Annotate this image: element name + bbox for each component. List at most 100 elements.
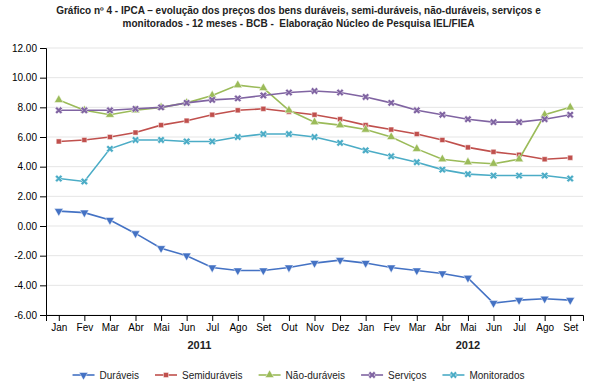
series-marker — [412, 268, 421, 276]
series-marker — [235, 108, 240, 113]
tick-label: 6.00 — [18, 132, 38, 143]
series — [53, 85, 575, 127]
series-line — [59, 211, 570, 303]
tick-label: Set — [563, 322, 578, 333]
tick-mark — [40, 48, 46, 49]
tick-mark — [40, 285, 46, 286]
series-marker — [566, 102, 575, 110]
tick-label: -4.00 — [14, 280, 37, 291]
legend: DuráveisSemiduráveisNão-duráveisServiços… — [73, 369, 525, 380]
x-tick: Dez — [332, 315, 350, 333]
chart-container: Gráfico nº 4 - IPCA – evolução dos preço… — [0, 0, 597, 389]
series-marker — [283, 87, 294, 98]
series-marker — [105, 218, 114, 226]
series-marker — [568, 155, 573, 160]
series-marker — [336, 120, 345, 128]
series-marker — [207, 136, 218, 147]
legend-symbol — [265, 370, 274, 378]
series-marker — [335, 87, 346, 98]
x-tick: Jan — [51, 315, 67, 333]
tick-label: Mai — [154, 322, 170, 333]
series-marker — [440, 137, 445, 142]
series-marker — [462, 114, 473, 125]
series-marker — [514, 117, 525, 128]
series-marker — [310, 117, 319, 125]
tick-label: Fev — [77, 322, 94, 333]
x-tick: Abr — [435, 315, 451, 333]
series-marker — [156, 134, 167, 145]
grid-line — [46, 107, 583, 108]
series-marker — [133, 130, 138, 135]
x-tick: Out — [281, 315, 297, 333]
series-marker — [79, 176, 90, 187]
tick-label: Ago — [536, 322, 554, 333]
series-marker — [53, 105, 64, 116]
tick-label: 4.00 — [18, 161, 38, 172]
series — [56, 106, 573, 162]
x-tick: Jul — [206, 315, 219, 333]
series-marker — [156, 102, 167, 113]
series-marker — [411, 157, 422, 168]
tick-mark — [40, 315, 46, 316]
grid — [46, 48, 583, 315]
series-marker — [389, 127, 394, 132]
tick-label: Mai — [460, 322, 476, 333]
series-marker — [386, 97, 397, 108]
tick-label: Ago — [229, 322, 247, 333]
series-marker — [232, 93, 243, 104]
x-tick: Fev — [77, 315, 94, 333]
series-marker — [463, 275, 472, 283]
series-marker — [54, 95, 63, 103]
tick-mark — [212, 315, 213, 321]
series-marker — [233, 80, 242, 88]
series-marker — [309, 85, 320, 96]
y-tick: 12.00 — [12, 43, 46, 54]
series-marker — [514, 170, 525, 181]
legend-label: Não-duráveis — [286, 370, 345, 381]
tick-label: 10.00 — [12, 72, 37, 83]
series-marker — [130, 134, 141, 145]
tick-mark — [570, 315, 571, 321]
y-tick: 2.00 — [18, 191, 46, 202]
tick-mark — [545, 315, 546, 321]
legend-item: Monitorados — [442, 369, 524, 380]
legend-item: Não-duráveis — [259, 370, 345, 381]
series-marker — [131, 231, 140, 239]
tick-mark — [442, 315, 443, 321]
x-tick: Set — [563, 315, 578, 333]
tick-label: Dez — [332, 322, 350, 333]
series-marker — [159, 123, 164, 128]
x-tick: Ago — [536, 315, 554, 333]
chart-title: Gráfico nº 4 - IPCA – evolução dos preço… — [56, 5, 541, 29]
grid-line — [46, 285, 583, 286]
series-marker — [104, 105, 115, 116]
series-marker — [411, 105, 422, 116]
series-marker — [361, 261, 370, 269]
tick-label: Nov — [306, 322, 324, 333]
annotations: 20112012 — [187, 339, 480, 351]
series-marker — [515, 154, 524, 162]
tick-mark — [40, 196, 46, 197]
series-marker — [489, 301, 498, 309]
tick-mark — [289, 315, 290, 321]
series-marker — [283, 129, 294, 140]
series-marker — [335, 137, 346, 148]
tick-mark — [468, 315, 469, 321]
y-tick: -2.00 — [14, 250, 46, 261]
series-marker — [539, 114, 550, 125]
series-marker — [259, 83, 268, 91]
x-tick: Jan — [358, 315, 374, 333]
y-axis: -6.00-4.00-2.000.002.004.006.008.0010.00… — [12, 43, 47, 321]
tick-label: Jan — [358, 322, 374, 333]
series — [54, 80, 574, 166]
series-marker — [107, 134, 112, 139]
y-tick: -6.00 — [14, 310, 46, 321]
tick-label: Jul — [206, 322, 219, 333]
series-marker — [79, 105, 90, 116]
series-marker — [438, 154, 447, 162]
x-tick: Ago — [229, 315, 247, 333]
series-marker — [309, 131, 320, 142]
series-marker — [258, 129, 269, 140]
series-line — [59, 85, 570, 164]
series-marker — [387, 265, 396, 273]
